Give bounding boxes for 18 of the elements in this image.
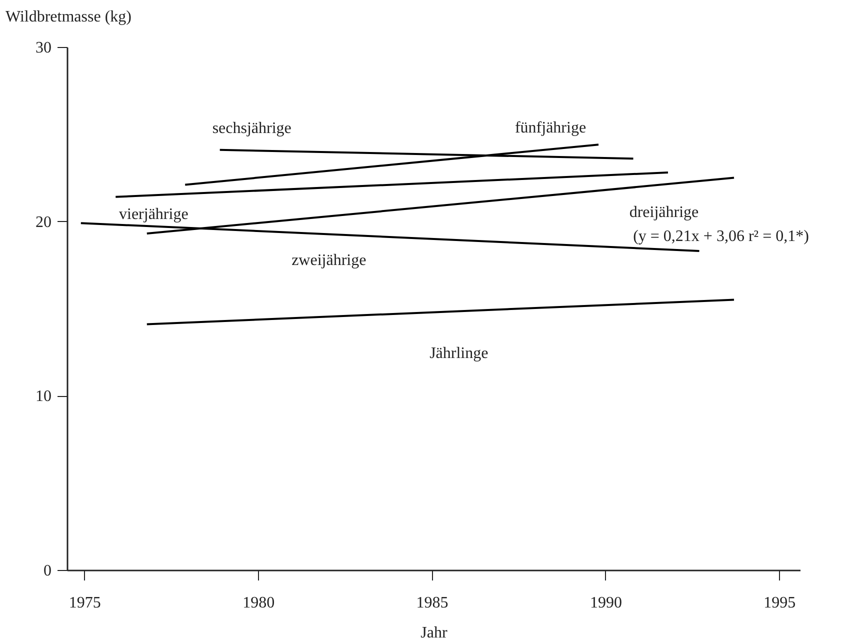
annotation: (y = 0,21x + 3,06 r² = 0,1*) xyxy=(633,228,809,245)
x-tick-label: 1985 xyxy=(416,594,448,612)
series-label: dreijährige xyxy=(629,204,699,221)
x-tick-label: 1990 xyxy=(590,594,622,612)
series-label: zweijährige xyxy=(292,252,366,270)
series-label: fünfjährige xyxy=(514,120,586,137)
series-label: vierjährige xyxy=(118,206,188,223)
y-tick-label: 10 xyxy=(36,388,52,406)
y-tick-label: 20 xyxy=(36,214,52,231)
text: Jährlinge xyxy=(430,345,488,362)
x-axis-title: Jahr xyxy=(420,624,448,640)
x-tick-label: 1980 xyxy=(242,594,275,612)
y-axis-title: Wildbretmasse (kg) xyxy=(6,8,132,26)
x-tick-label: 1995 xyxy=(764,594,796,612)
y-tick-label: 30 xyxy=(36,40,52,56)
x-tick-label: 1975 xyxy=(68,594,101,612)
y-tick-label: 0 xyxy=(44,562,52,580)
series-label: sechsjährige xyxy=(212,120,292,137)
